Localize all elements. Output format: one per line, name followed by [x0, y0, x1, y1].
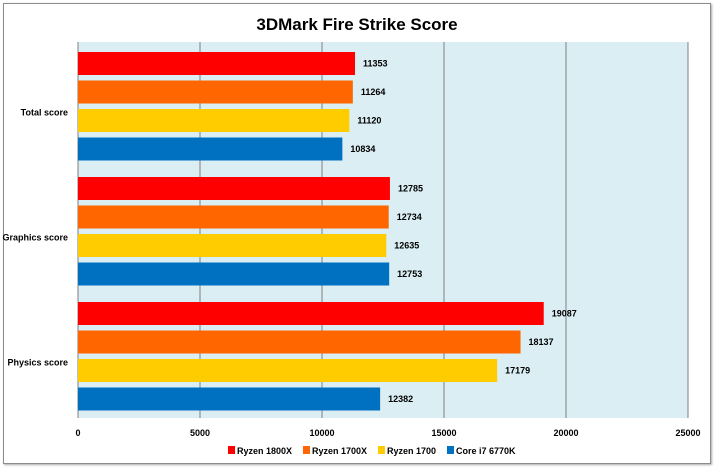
x-tick-label: 5000 [190, 428, 210, 438]
data-label: 12785 [398, 184, 423, 194]
x-tick-label: 20000 [553, 428, 578, 438]
x-tick-label: 0 [75, 428, 80, 438]
legend-swatch [378, 446, 385, 454]
bar-ryzen-1700 [78, 234, 387, 257]
data-label: 19087 [552, 309, 577, 319]
x-tick-label: 10000 [309, 428, 334, 438]
bar-core-i7-6770k [78, 137, 343, 161]
x-tick-label: 25000 [675, 428, 700, 438]
bar-ryzen-1700 [78, 109, 350, 132]
bar-ryzen-1800x [78, 302, 544, 325]
legend-label: Ryzen 1800X [237, 446, 292, 456]
bar-core-i7-6770k [78, 262, 390, 286]
bar-ryzen-1700 [78, 359, 498, 382]
data-label: 12734 [397, 212, 422, 222]
x-tick-label: 15000 [431, 428, 456, 438]
legend-swatch [303, 446, 310, 454]
data-label: 18137 [529, 337, 554, 347]
bar-ryzen-1700x [78, 80, 353, 104]
legend-swatch [228, 446, 235, 454]
legend-label: Ryzen 1700 [387, 446, 436, 456]
data-label: 11264 [361, 87, 386, 97]
bar-ryzen-1700x [78, 205, 389, 229]
chart-title: 3DMark Fire Strike Score [256, 15, 457, 34]
bar-ryzen-1800x [78, 52, 356, 75]
data-label: 12753 [397, 269, 422, 279]
data-label: 17179 [505, 366, 530, 376]
data-label: 11120 [357, 116, 381, 126]
category-label: Graphics score [2, 232, 68, 242]
legend-label: Ryzen 1700X [312, 446, 367, 456]
category-label: Total score [21, 107, 68, 117]
category-label: Physics score [7, 357, 68, 367]
plot-area [78, 42, 688, 418]
data-label: 11353 [363, 59, 388, 69]
legend-swatch [447, 446, 454, 454]
legend-label: Core i7 6770K [456, 446, 516, 456]
bar-ryzen-1700x [78, 330, 521, 354]
bar-ryzen-1800x [78, 177, 390, 200]
data-label: 12635 [394, 241, 419, 251]
data-label: 12382 [388, 394, 413, 404]
bar-core-i7-6770k [78, 387, 381, 411]
data-label: 10834 [350, 144, 375, 154]
